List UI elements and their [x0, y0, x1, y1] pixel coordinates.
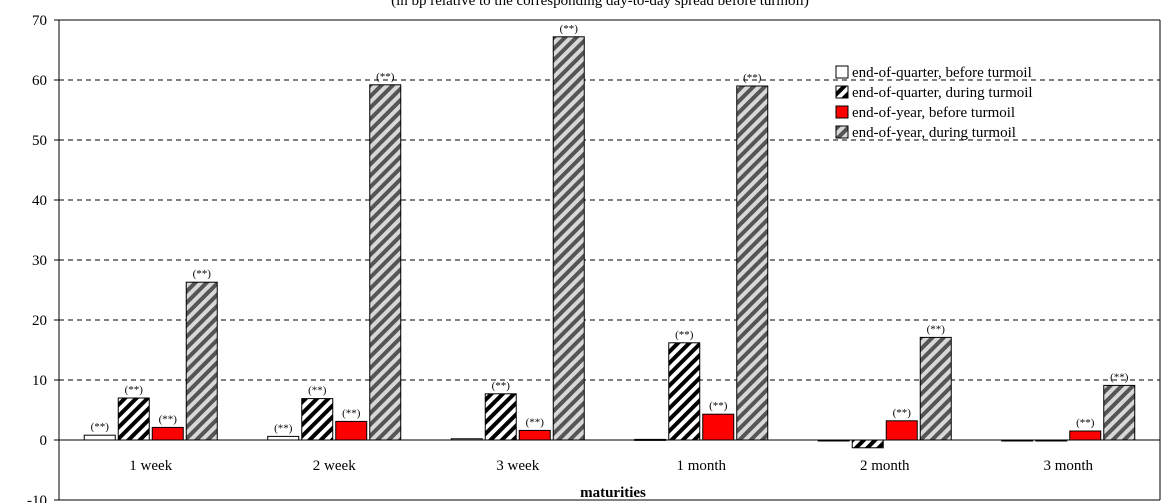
significance-label: (**)	[709, 400, 728, 412]
significance-label: (**)	[125, 384, 144, 396]
significance-label: (**)	[927, 323, 946, 335]
bar-2-month-series-3	[885, 420, 918, 441]
bar-2-week-series-1	[267, 435, 300, 441]
significance-label: (**)	[893, 407, 912, 419]
legend-swatch	[835, 125, 849, 139]
y-tick-label: 20	[32, 313, 47, 329]
significance-label: (**)	[1076, 417, 1095, 429]
significance-label: (**)	[743, 72, 762, 84]
significance-label: (**)	[274, 422, 293, 434]
bar-1-month-series-3	[702, 413, 735, 441]
bar-1-week-series-1	[83, 434, 116, 441]
bar-1-week-series-4	[185, 281, 218, 441]
bar-1-week-series-2	[117, 397, 150, 441]
bar-3-week-series-4	[552, 36, 585, 441]
significance-labels: (**) (**) (**) (**) (**) (**) (**) (**) (**) (**)…	[91, 23, 1129, 435]
bar-2-month-series-2	[851, 439, 884, 449]
significance-label: (**)	[91, 421, 110, 433]
bar-3-week-series-2	[484, 393, 517, 441]
x-tick-label: 2 month	[860, 458, 910, 474]
significance-label: (**)	[492, 380, 511, 392]
y-tick-label: 60	[32, 73, 47, 89]
y-axis: -10 0 10 20 30 40 50 60 70	[27, 13, 1161, 503]
x-axis: 1 week 2 week 3 week 1 month 2 month 3 month	[59, 439, 1160, 474]
x-tick-label: 3 week	[496, 458, 539, 474]
legend-swatch	[835, 105, 849, 119]
significance-label: (**)	[1110, 371, 1129, 383]
bar-3-week-series-3	[518, 429, 551, 441]
x-tick-label: 2 week	[313, 458, 356, 474]
bar-2-week-series-4	[369, 84, 402, 441]
bar-3-month-series-3	[1069, 430, 1102, 441]
significance-label: (**)	[376, 71, 395, 83]
legend-label: end-of-year, during turmoil	[852, 125, 1016, 141]
x-tick-label: 1 week	[129, 458, 172, 474]
y-tick-label: 0	[40, 433, 48, 449]
legend-label: end-of-quarter, during turmoil	[852, 85, 1033, 101]
y-tick-label: 40	[32, 193, 47, 209]
bar-2-month-series-4	[919, 336, 952, 441]
y-tick-label: -10	[27, 493, 47, 503]
bar-1-month-series-2	[668, 342, 701, 441]
x-tick-label: 3 month	[1043, 458, 1093, 474]
bar-2-week-series-2	[301, 398, 334, 441]
bar-3-month-series-4	[1103, 384, 1136, 441]
significance-label: (**)	[308, 385, 327, 397]
legend: end-of-quarter, before turmoil end-of-qua…	[835, 65, 1033, 141]
significance-label: (**)	[560, 23, 579, 35]
legend-label: end-of-quarter, before turmoil	[852, 65, 1032, 81]
y-tick-label: 10	[32, 373, 47, 389]
y-tick-label: 30	[32, 253, 47, 269]
bar-1-month-series-4	[736, 85, 769, 441]
significance-label: (**)	[159, 413, 178, 425]
significance-label: (**)	[342, 407, 361, 419]
y-tick-label: 70	[32, 13, 47, 29]
top-note: (in bp relative to the corresponding day…	[391, 0, 809, 9]
legend-swatch	[835, 65, 849, 79]
significance-label: (**)	[193, 268, 212, 280]
bar-2-week-series-3	[335, 420, 368, 441]
legend-label: end-of-year, before turmoil	[852, 105, 1015, 121]
x-axis-title: maturities	[580, 485, 646, 501]
significance-label: (**)	[675, 329, 694, 341]
bar-1-week-series-3	[151, 426, 184, 441]
x-tick-label: 1 month	[676, 458, 726, 474]
significance-label: (**)	[526, 416, 545, 428]
y-tick-label: 50	[32, 133, 47, 149]
legend-swatch	[835, 85, 849, 99]
